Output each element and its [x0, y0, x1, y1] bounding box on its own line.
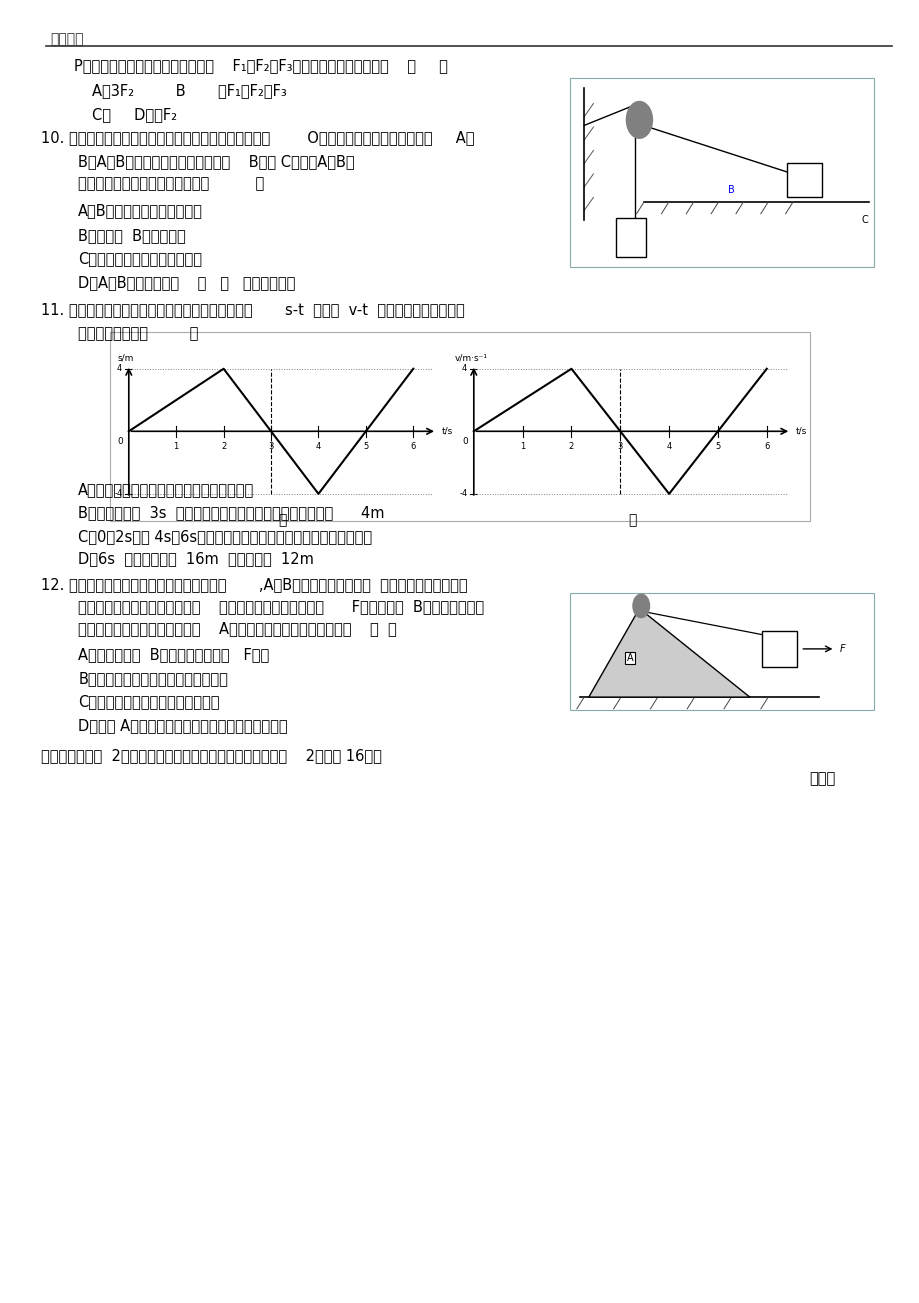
Text: C．0～2s内与 4s～6s内，甲的速度等大同向，乙的加速度等大同向: C．0～2s内与 4s～6s内，甲的速度等大同向，乙的加速度等大同向 [78, 529, 372, 545]
Text: 11. 甲乙两个物体从同一点开始沿一直线运动，甲的       s-t  和乙的  v-t  图象如图所示，则下列: 11. 甲乙两个物体从同一点开始沿一直线运动，甲的 s-t 和乙的 v-t 图象… [41, 302, 465, 318]
Text: 甲: 甲 [278, 513, 287, 528]
Text: 1: 1 [519, 442, 525, 451]
Text: 6: 6 [764, 442, 768, 451]
Text: A．B与水平面间的摩擦力减小: A．B与水平面间的摩擦力减小 [78, 203, 203, 219]
Text: 2: 2 [568, 442, 573, 451]
Text: F: F [839, 644, 845, 654]
Text: 计绳的质量和绳与滑轮间的摩擦    ），如图所示。现用水平力      F作用于物体  B上，缓慢拉开一: 计绳的质量和绳与滑轮间的摩擦 ），如图所示。现用水平力 F作用于物体 B上，缓慢… [78, 599, 483, 615]
Text: 二、实验题（共  2题，请将正确答案填在题中的横线上，每空    2分，共 16分）: 二、实验题（共 2题，请将正确答案填在题中的横线上，每空 2分，共 16分） [41, 748, 382, 764]
Text: 4: 4 [117, 365, 122, 373]
Text: 3: 3 [268, 442, 274, 451]
Text: D．A、B静止时，图中    、   、   三角始终相等: D．A、B静止时，图中 、 、 三角始终相等 [78, 275, 295, 291]
Text: 0: 0 [462, 437, 468, 446]
Text: 说法中正确的是（         ）: 说法中正确的是（ ） [78, 326, 199, 341]
Text: 5: 5 [715, 442, 720, 451]
Text: D．6s  内甲的路程为  16m  乙的路程为  12m: D．6s 内甲的路程为 16m 乙的路程为 12m [78, 551, 313, 567]
Text: 3: 3 [617, 442, 622, 451]
Bar [570, 78, 873, 267]
Text: 4: 4 [665, 442, 671, 451]
Text: 0: 0 [118, 437, 123, 446]
Text: 6: 6 [410, 442, 415, 451]
Polygon shape [588, 609, 749, 697]
Text: B: B [727, 185, 734, 195]
Bar [570, 593, 873, 710]
Text: B: B [775, 644, 782, 654]
Text: t/s: t/s [795, 427, 806, 435]
Text: A: A [626, 653, 633, 663]
Text: 小角度，此过程中斜面体与物体    A仍然静止。则下列说法正确的是    （  ）: 小角度，此过程中斜面体与物体 A仍然静止。则下列说法正确的是 （ ） [78, 622, 396, 637]
Text: 欢迎使用: 欢迎使用 [51, 33, 84, 47]
Text: C．地面对斜面体的摩擦力一定增大: C．地面对斜面体的摩擦力一定增大 [78, 694, 220, 710]
Text: 1: 1 [174, 442, 178, 451]
Text: B．地面对  B的弹力增大: B．地面对 B的弹力增大 [78, 228, 186, 244]
Circle shape [632, 594, 649, 618]
Text: P点作用了三个共点力，大小分别为    F₁、F₂、F₃，则它们的合力的大小为    （     ）: P点作用了三个共点力，大小分别为 F₁、F₂、F₃，则它们的合力的大小为 （ ） [74, 59, 447, 74]
Text: A．在缓慢拉开  B的过程中，水平力   F不变: A．在缓慢拉开 B的过程中，水平力 F不变 [78, 648, 269, 663]
Bar [110, 332, 809, 521]
Text: B．甲、乙均在  3s  未回到出发点，距出发点的最大距离均为      4m: B．甲、乙均在 3s 未回到出发点，距出发点的最大距离均为 4m [78, 506, 384, 521]
Bar [786, 163, 821, 197]
Text: B，A、B都处于静止状态，现将物块    B移至 C点后，A、B仍: B，A、B都处于静止状态，现将物块 B移至 C点后，A、B仍 [78, 154, 355, 169]
Text: 2: 2 [221, 442, 226, 451]
Text: A．3F₂         B       ．F₁＋F₂＋F₃: A．3F₂ B ．F₁＋F₂＋F₃ [92, 83, 287, 99]
Text: s/m: s/m [118, 353, 134, 362]
Text: B: B [800, 175, 807, 185]
Text: -4: -4 [459, 490, 467, 498]
Text: 部编本: 部编本 [809, 771, 835, 787]
Text: C．     D．＋F₂: C． D．＋F₂ [92, 107, 177, 122]
Text: 12. 一端装有定滑轮的粗糙斜面体放在地面上       ,A、B两物体通过细绳连接  ，并处于静止状态（不: 12. 一端装有定滑轮的粗糙斜面体放在地面上 ,A、B两物体通过细绳连接 ，并处… [41, 577, 468, 593]
Text: D．物体 A所受斜面体的摩擦力有可能先变小后变大: D．物体 A所受斜面体的摩擦力有可能先变小后变大 [78, 718, 288, 734]
Text: 保持静止，下列说法中正确的是（          ）: 保持静止，下列说法中正确的是（ ） [78, 176, 264, 192]
Text: t/s: t/s [441, 427, 452, 435]
Text: 4: 4 [461, 365, 467, 373]
Text: 10. 如图所示，不计质量的光滑小滑轮用细绳悬挂于墙上        O点，跨过滑轮的细绳连接物块     A、: 10. 如图所示，不计质量的光滑小滑轮用细绳悬挂于墙上 O点，跨过滑轮的细绳连接… [41, 130, 474, 146]
Text: 乙: 乙 [628, 513, 636, 528]
Text: 5: 5 [363, 442, 369, 451]
Circle shape [626, 102, 652, 138]
Text: 4: 4 [315, 442, 321, 451]
Bar [761, 631, 796, 667]
Text: A．甲为匀速直线运动，乙为匀变速直线运动: A．甲为匀速直线运动，乙为匀变速直线运动 [78, 482, 255, 498]
Bar [616, 218, 645, 257]
Text: -4: -4 [114, 490, 122, 498]
Text: C: C [860, 215, 868, 225]
Text: v/m·s⁻¹: v/m·s⁻¹ [454, 353, 487, 362]
Text: C．悬于墙上的绳所受拉力不变: C．悬于墙上的绳所受拉力不变 [78, 251, 202, 267]
Text: B．斜面体所受地面的支持力一定变小: B．斜面体所受地面的支持力一定变小 [78, 671, 228, 687]
Text: A: A [627, 232, 634, 242]
